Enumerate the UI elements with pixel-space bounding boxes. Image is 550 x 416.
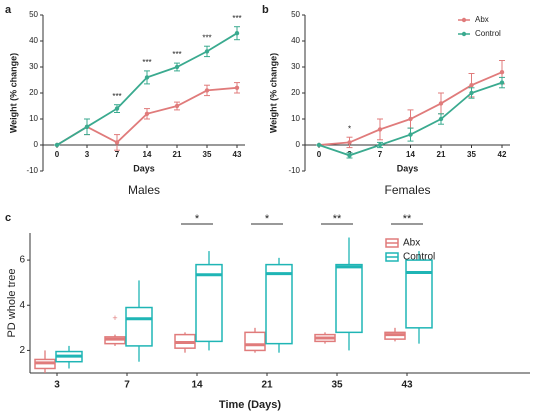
point	[377, 142, 383, 148]
x-tick-label: 35	[467, 150, 476, 159]
point	[469, 90, 474, 96]
x-tick-label: 43	[233, 150, 242, 159]
annotation: *	[265, 213, 270, 225]
y-axis-label: Weight (% change)	[268, 53, 278, 133]
box	[195, 263, 223, 343]
legend-label: Abx	[403, 238, 420, 249]
y-tick-label: -10	[288, 166, 300, 175]
y-tick-label: 40	[29, 36, 38, 45]
point	[469, 83, 474, 88]
annotation: **	[333, 213, 342, 225]
y-tick-label: 6	[19, 255, 25, 266]
x-axis-label: Days	[133, 163, 155, 173]
y-axis-label: Weight (% change)	[8, 53, 18, 133]
legend-label: Control	[403, 252, 435, 263]
point	[204, 88, 210, 93]
point	[234, 85, 240, 91]
x-tick-label: 21	[261, 380, 273, 391]
x-tick-label: 42	[498, 150, 507, 159]
legend-swatch	[461, 17, 467, 23]
series-line	[56, 32, 238, 146]
annotation: **	[403, 213, 412, 225]
x-axis-label: Days	[397, 163, 419, 173]
point	[408, 132, 413, 137]
y-tick-label: 50	[29, 10, 38, 19]
x-tick-label: 0	[55, 150, 60, 159]
box	[265, 263, 293, 345]
y-tick-label: 40	[291, 36, 300, 45]
point	[84, 124, 90, 129]
box	[405, 259, 433, 329]
point	[144, 111, 150, 117]
x-axis-label: Time (Days)	[219, 399, 281, 411]
annotation: ***	[172, 50, 181, 59]
point	[204, 49, 210, 54]
point	[499, 70, 505, 75]
x-tick-label: 7	[124, 380, 130, 391]
panel-label: c	[5, 212, 11, 224]
point	[114, 106, 120, 111]
point	[144, 75, 150, 80]
outlier: +	[112, 313, 117, 323]
point	[54, 142, 60, 148]
y-tick-label: 20	[291, 88, 300, 97]
point	[114, 140, 120, 145]
x-tick-label: 3	[54, 380, 60, 391]
annotation: ***	[142, 58, 151, 67]
x-tick-label: 35	[203, 150, 212, 159]
x-tick-label: 21	[173, 150, 182, 159]
x-tick-label: 35	[331, 380, 343, 391]
x-tick-label: 14	[191, 380, 203, 391]
y-tick-label: -10	[26, 166, 38, 175]
point	[174, 103, 180, 109]
point	[438, 116, 444, 122]
annotation: *	[195, 213, 200, 225]
y-axis-label: PD whole tree	[6, 268, 18, 337]
x-tick-label: 7	[378, 150, 383, 159]
annotation: *	[348, 124, 351, 133]
x-tick-label: 7	[115, 150, 120, 159]
point	[438, 101, 444, 106]
legend-label: Control	[475, 29, 501, 38]
y-tick-label: 0	[296, 140, 301, 149]
y-tick-label: 0	[34, 140, 39, 149]
point	[408, 116, 413, 122]
x-tick-label: 43	[401, 380, 413, 391]
box	[125, 306, 153, 347]
panel-label: b	[262, 4, 269, 16]
y-tick-label: 50	[291, 10, 300, 19]
y-tick-label: 10	[291, 114, 300, 123]
legend-label: Abx	[475, 15, 489, 24]
x-tick-label: 0	[317, 150, 322, 159]
x-tick-label: 14	[406, 150, 415, 159]
x-tick-label: 21	[437, 150, 446, 159]
panel-label: a	[5, 4, 12, 16]
y-tick-label: 2	[19, 345, 25, 356]
y-tick-label: 30	[291, 62, 300, 71]
point	[499, 80, 505, 85]
annotation: ***	[112, 92, 121, 101]
y-tick-label: 30	[29, 62, 38, 71]
subtitle: Females	[384, 183, 430, 197]
x-tick-label: 3	[85, 150, 90, 159]
annotation: ***	[202, 33, 211, 42]
point	[347, 153, 352, 158]
annotation: ***	[232, 14, 241, 23]
point	[377, 127, 383, 132]
box	[335, 263, 363, 334]
point	[347, 140, 352, 145]
point	[174, 64, 180, 70]
box	[244, 331, 266, 352]
point	[316, 142, 322, 148]
point	[234, 31, 240, 36]
legend-swatch	[461, 31, 467, 37]
subtitle: Males	[128, 183, 160, 197]
y-tick-label: 20	[29, 88, 38, 97]
x-tick-label: 14	[143, 150, 152, 159]
y-tick-label: 10	[29, 114, 38, 123]
y-tick-label: 4	[19, 300, 25, 311]
